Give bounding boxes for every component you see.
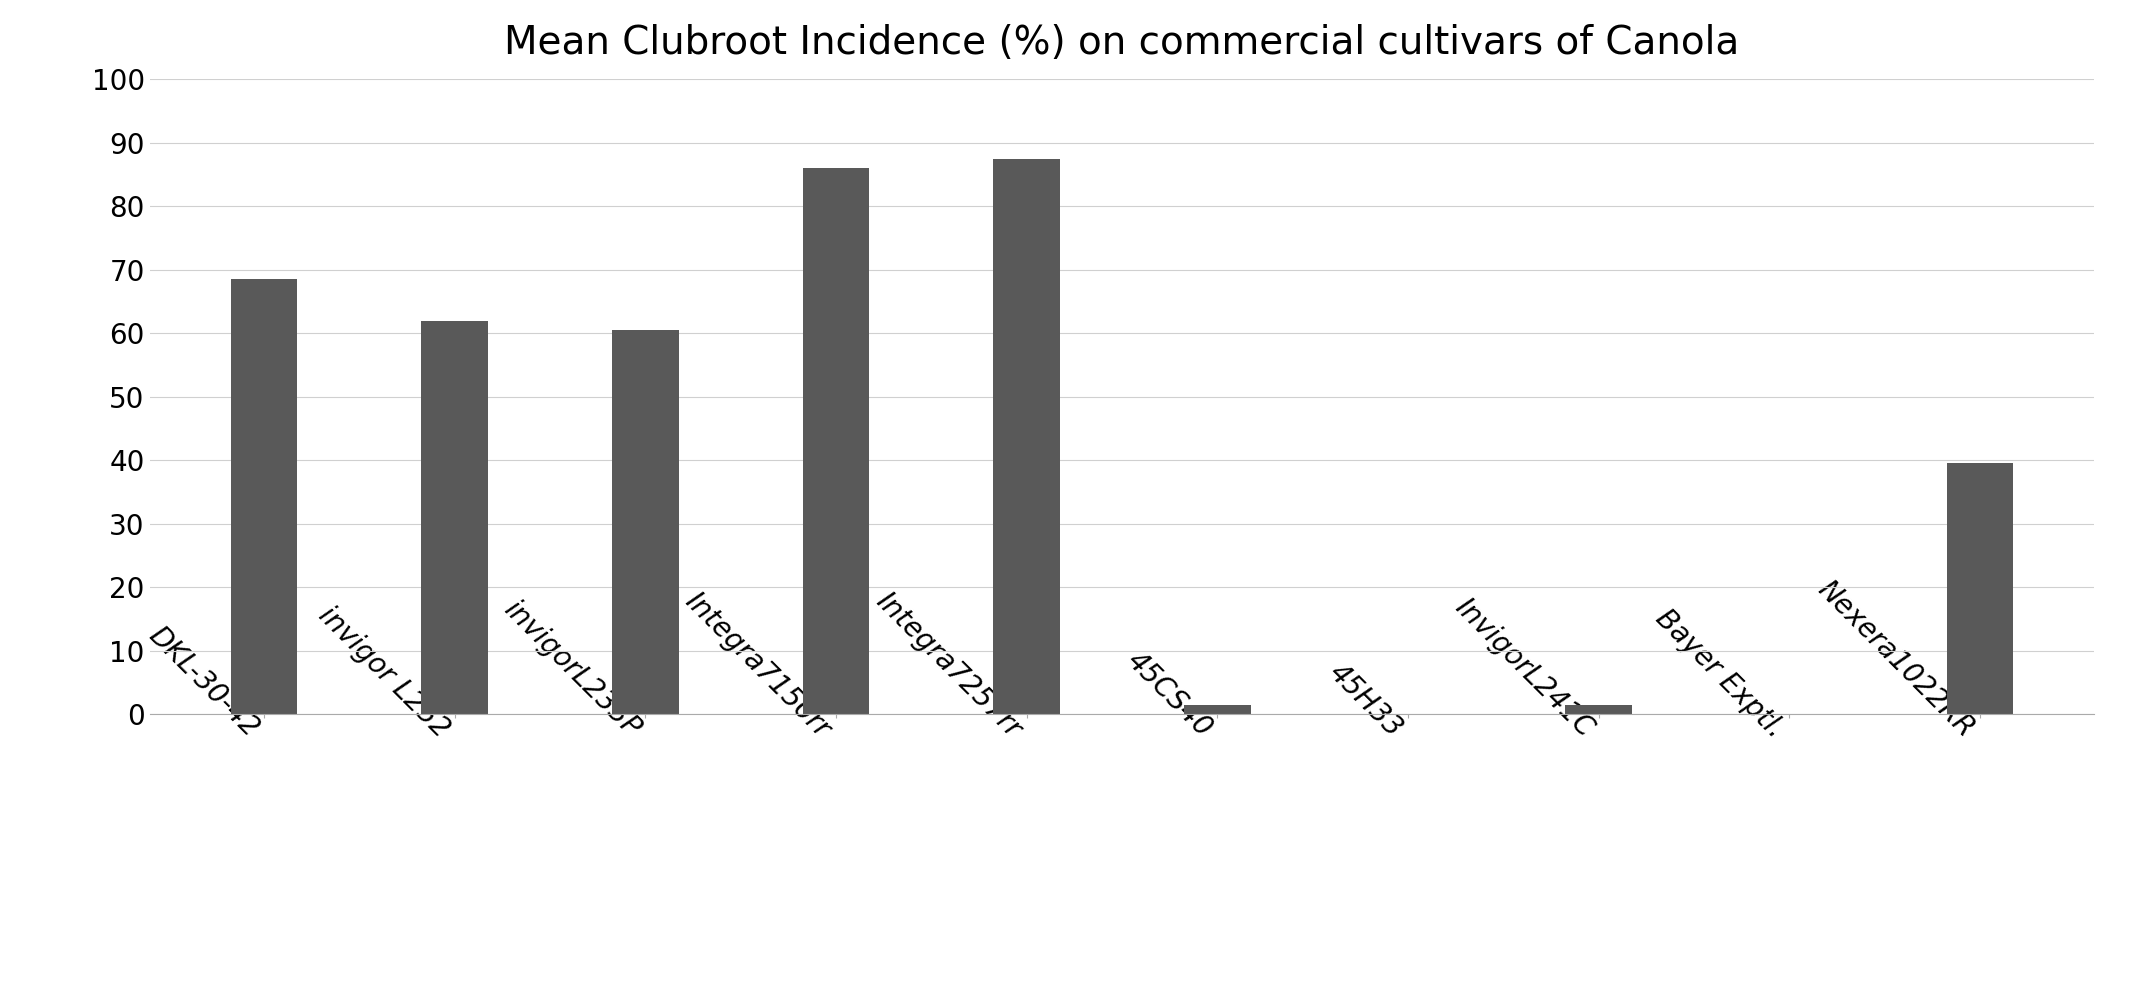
Bar [1947, 463, 2013, 714]
Bar [231, 280, 297, 714]
Title: Mean Clubroot Incidence (%) on commercial cultivars of Canola: Mean Clubroot Incidence (%) on commercia… [504, 25, 1740, 62]
Bar [804, 169, 870, 714]
Bar [1184, 704, 1250, 714]
Bar [994, 159, 1060, 714]
Bar [611, 330, 680, 714]
Bar [1564, 704, 1633, 714]
Bar [421, 320, 487, 714]
